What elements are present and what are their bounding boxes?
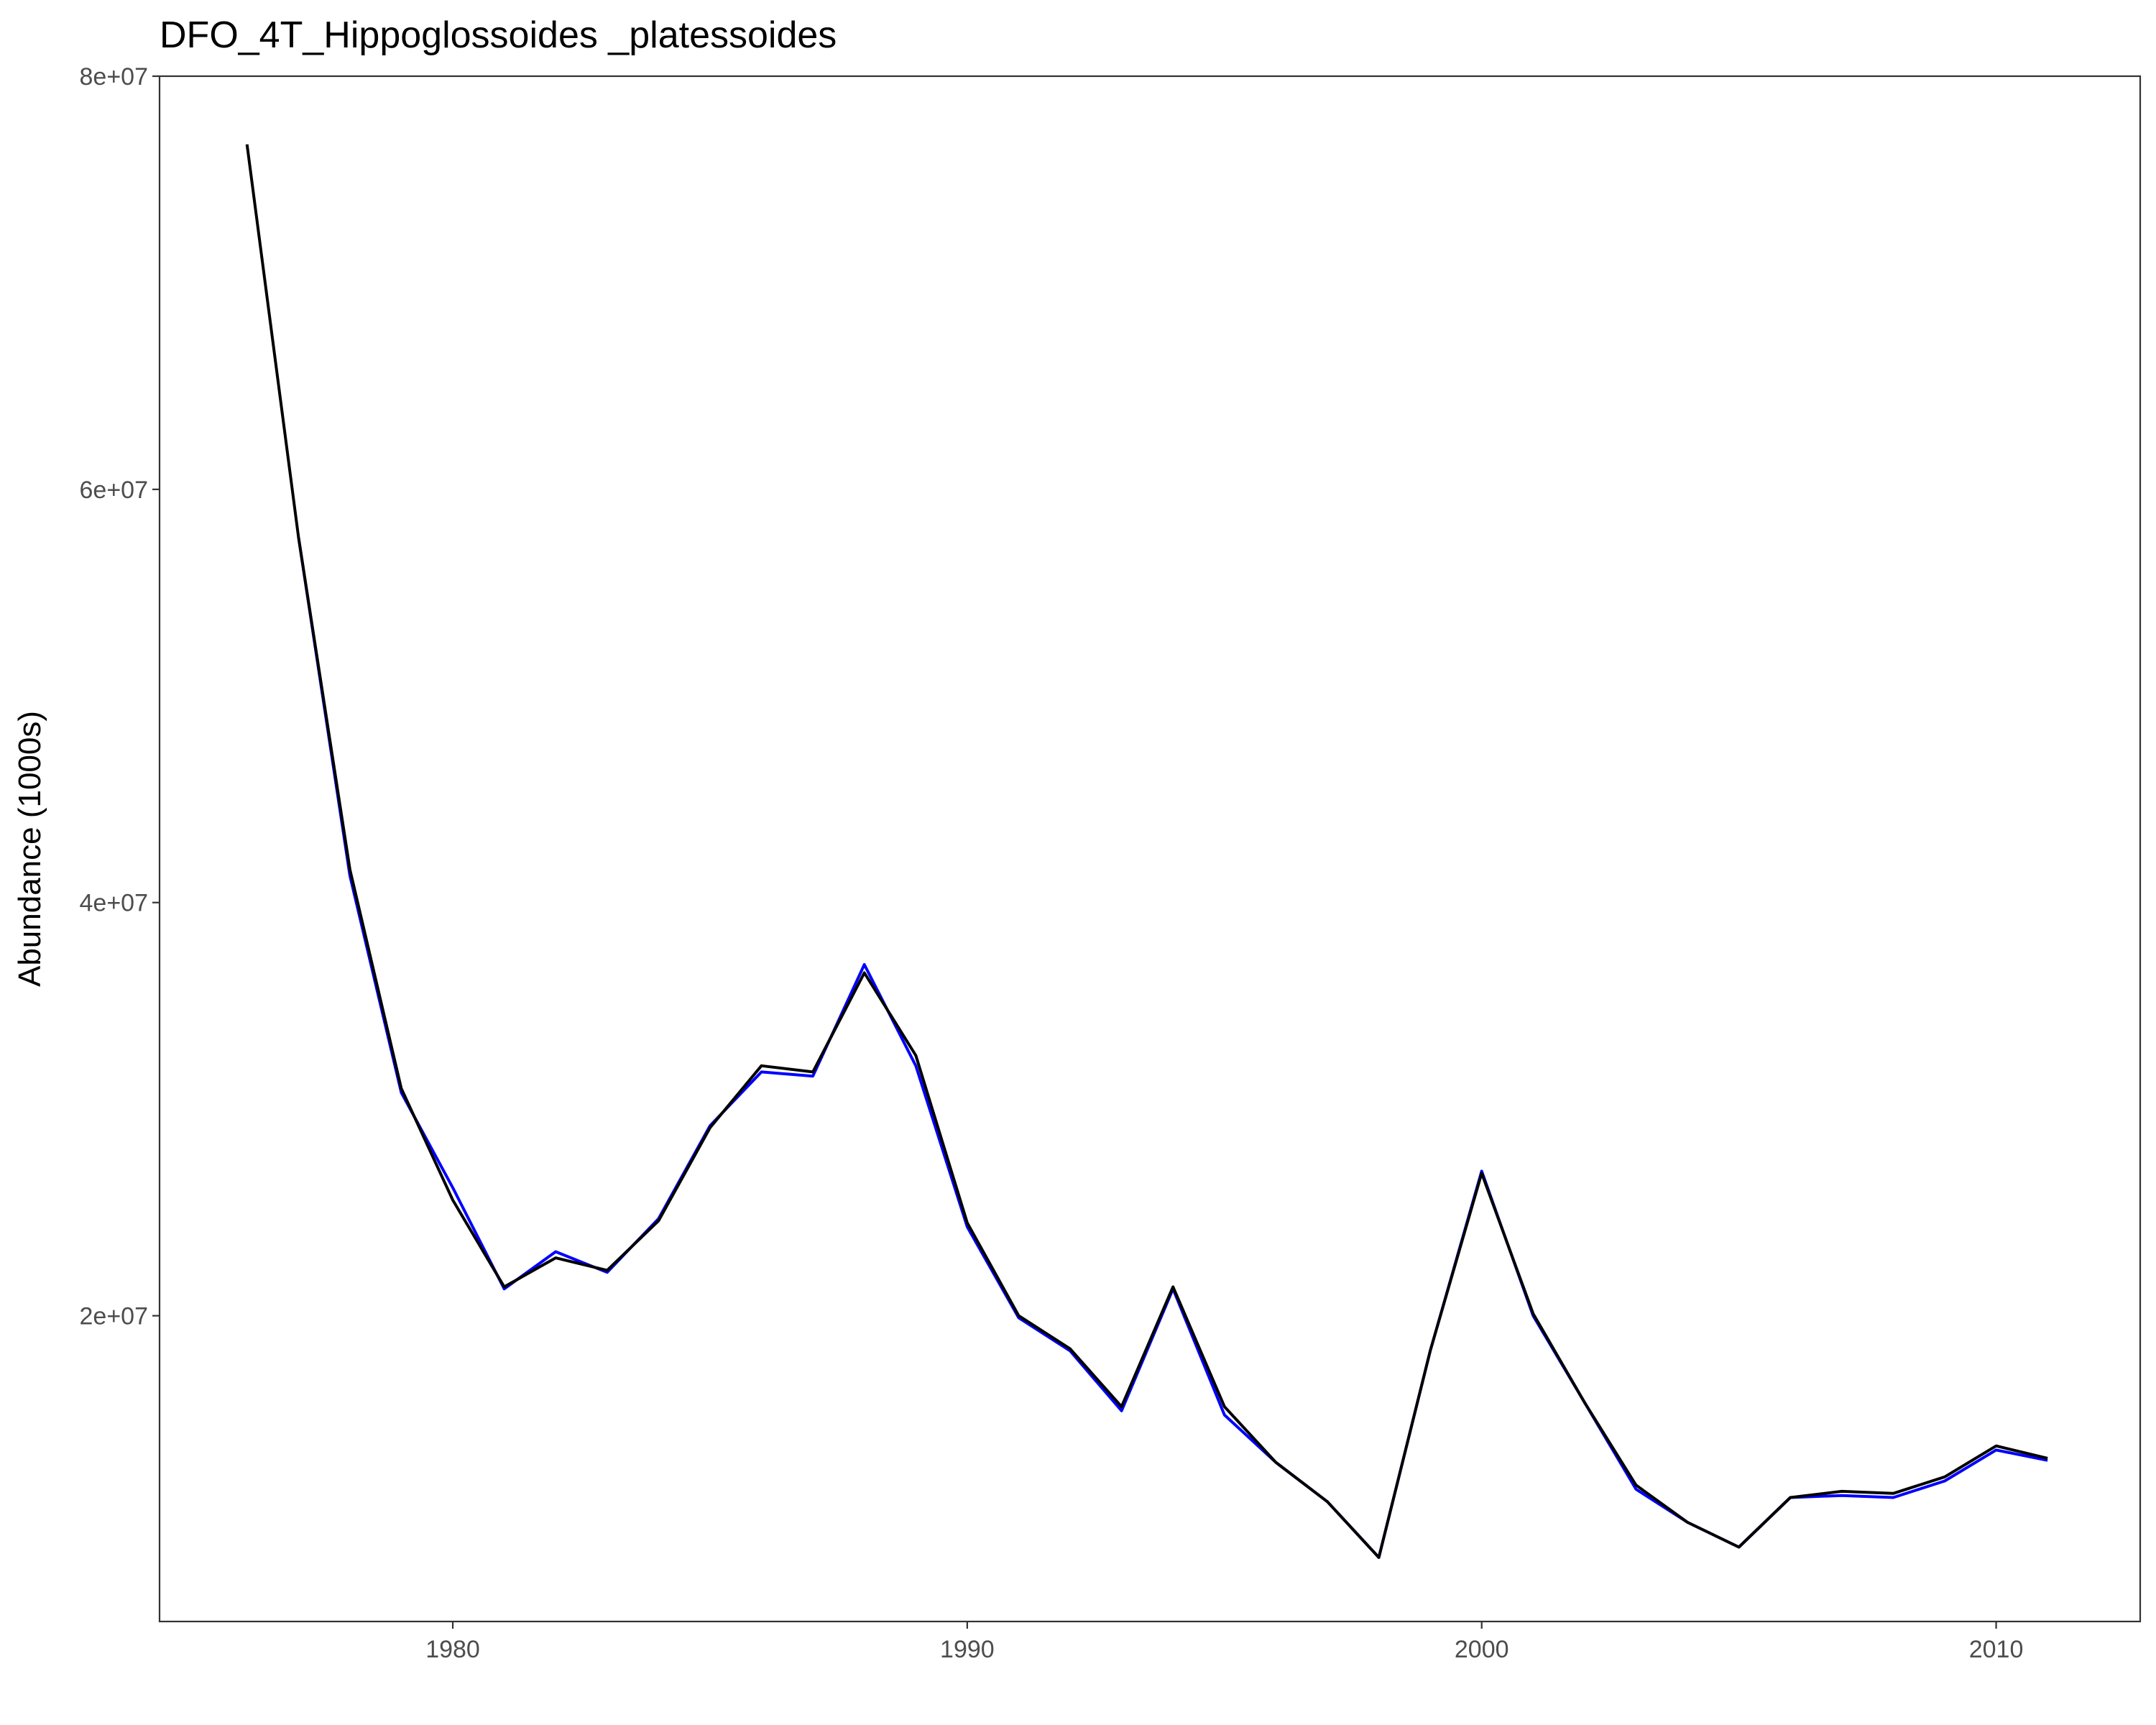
y-tick-label: 4e+07: [80, 890, 149, 917]
y-tick-label: 2e+07: [80, 1303, 149, 1330]
y-axis: 2e+07 4e+07 6e+07 8e+07: [80, 63, 160, 1330]
series-layer: [245, 144, 2048, 1559]
series-line-2: [245, 144, 2048, 1559]
y-tick-label: 8e+07: [80, 63, 149, 91]
x-tick-label: 1990: [940, 1636, 995, 1663]
x-tick-label: 1980: [425, 1636, 480, 1663]
plot-panel: [158, 75, 2142, 1623]
x-tick-label: 2010: [1969, 1636, 2024, 1663]
chart-title: DFO_4T_Hippoglossoides _platessoides: [160, 14, 837, 56]
x-axis: 1980 1990 2000 2010: [425, 1622, 2023, 1663]
y-tick-label: 6e+07: [80, 477, 149, 504]
y-axis-label: Abundance (1000s): [12, 711, 47, 987]
x-tick-label: 2000: [1455, 1636, 1509, 1663]
